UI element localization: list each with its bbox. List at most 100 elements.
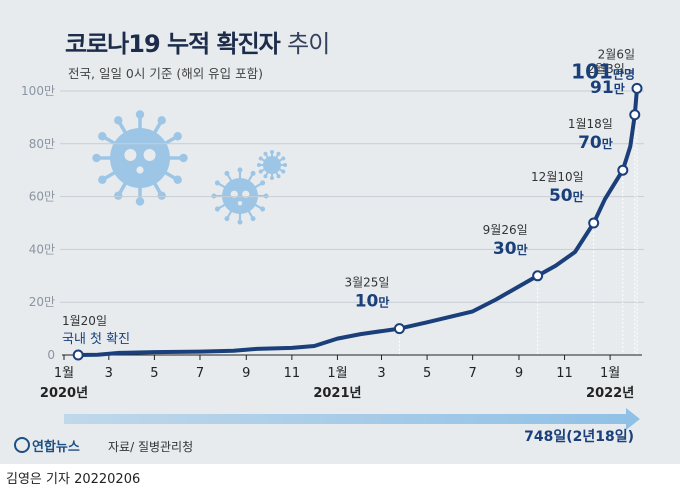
annotation-unit: 만 <box>517 242 528 257</box>
virus-spike-tip <box>157 116 166 125</box>
virus-spike-tip <box>214 180 220 186</box>
virus-spike-tip <box>258 156 263 161</box>
virus-large-icon <box>92 110 188 206</box>
annotation-number: 10 <box>355 292 379 312</box>
y-axis: 0 20만 40만 60만 80만 100만 <box>21 84 55 362</box>
virus-spike-tip <box>270 149 274 154</box>
data-point-marker <box>617 164 629 176</box>
virus-body <box>222 178 258 214</box>
virus-spike-tip <box>173 175 182 184</box>
virus-spike-tip <box>250 170 256 176</box>
virus-small-icon <box>256 149 288 181</box>
series-line <box>76 86 639 357</box>
virus-spike-tip <box>281 156 286 161</box>
annotation-number: 91 <box>590 78 614 98</box>
virus-spike-tip <box>237 219 243 225</box>
annotation-number: 30 <box>493 239 517 259</box>
virus-spike-tip <box>281 169 286 174</box>
virus-spike-tip <box>263 193 269 199</box>
virus-eye <box>124 149 137 161</box>
y-tick-label: 0 <box>47 348 55 362</box>
y-tick-label: 100만 <box>21 84 55 98</box>
grid-lines <box>60 88 644 355</box>
line-chart: 0 20만 40만 60만 80만 100만 1월 3 5 7 9 11 1월 3 5 7 9 11 1월 2020… <box>21 47 644 445</box>
annotation-number: 70 <box>578 133 602 153</box>
data-point-marker <box>532 270 544 282</box>
virus-spike-tip <box>260 180 266 186</box>
virus-eye <box>230 190 238 198</box>
x-tick-label: 5 <box>423 366 431 381</box>
annotation-value: 91만 <box>590 78 625 98</box>
virus-spike-tip <box>98 132 107 141</box>
title-suffix: 추이 <box>287 30 330 58</box>
x-tick-label: 11 <box>556 366 573 381</box>
annotation-value: 30만 <box>493 239 528 259</box>
annotation-unit: 만 <box>378 295 389 310</box>
annotation-date: 12월10일 <box>531 170 584 184</box>
data-point-marker <box>72 349 84 361</box>
x-tick-label: 3 <box>377 366 385 381</box>
annotation-date: 9월26일 <box>483 223 528 237</box>
annotation-unit: 만 <box>573 189 584 204</box>
x-tick-label: 3 <box>105 366 113 381</box>
y-tick-label: 80만 <box>29 137 55 151</box>
annotation-date: 2월6일 <box>598 47 635 61</box>
data-point-marker <box>588 217 600 229</box>
y-tick-label: 20만 <box>29 295 55 309</box>
virus-spike-tip <box>260 206 266 212</box>
x-tick-label: 1월 <box>327 366 347 381</box>
virus-spike-tip <box>135 110 145 119</box>
virus-body <box>110 128 170 188</box>
x-year-label: 2022년 <box>586 386 634 401</box>
annotation-value: 50만 <box>549 186 584 206</box>
chart-panel <box>0 0 680 464</box>
title-main: 코로나19 누적 확진자 <box>65 30 281 58</box>
virus-spike-tip <box>263 174 268 179</box>
virus-mouth <box>237 201 243 206</box>
page-subtitle: 전국, 일일 0시 기준 (해외 유입 포함) <box>68 66 264 81</box>
virus-spike-tip <box>114 116 123 125</box>
virus-spike-tip <box>276 151 281 156</box>
virus-spike-tip <box>135 197 145 206</box>
data-point-marker <box>629 109 641 121</box>
x-tick-label: 7 <box>196 366 204 381</box>
series-area <box>76 86 639 357</box>
virus-spike-tip <box>114 191 123 200</box>
annotation-unit: 만 <box>614 81 625 96</box>
virus-spike-tip <box>263 151 268 156</box>
duration-label: 748일(2년18일) <box>524 429 634 445</box>
annotation-value: 101만명 <box>571 59 635 83</box>
arrow-shape <box>64 408 640 430</box>
virus-spike-tip <box>258 169 263 174</box>
virus-spike-tip <box>98 175 107 184</box>
x-axis: 1월 3 5 7 9 11 1월 3 5 7 9 11 1월 2020년 2021년 2022년 <box>40 354 642 401</box>
annotation-date: 3월25일 <box>344 276 389 290</box>
x-tick-label: 1월 <box>54 366 74 381</box>
annotation-date: 1월20일 <box>62 314 107 328</box>
x-tick-label: 7 <box>469 366 477 381</box>
annotation-value: 70만 <box>578 133 613 153</box>
virus-spike-tip <box>283 163 288 167</box>
virus-eye <box>242 190 250 198</box>
y-tick-label: 60만 <box>29 190 55 204</box>
annotation-unit: 만 <box>602 136 613 151</box>
virus-spike-tip <box>179 153 188 163</box>
brand-logo: 연합뉴스 <box>14 436 80 455</box>
annotation-number: 50 <box>549 186 573 206</box>
annotation-unit: 만명 <box>613 66 635 81</box>
virus-spike-tip <box>224 216 230 222</box>
virus-spike-tip <box>211 193 217 199</box>
annotation-number: 101 <box>571 59 613 83</box>
virus-body <box>263 156 281 174</box>
data-point-marker <box>631 82 643 94</box>
logo-icon <box>14 437 30 453</box>
x-tick-label: 1월 <box>600 366 620 381</box>
virus-spike-tip <box>250 216 256 222</box>
virus-spike-tip <box>270 176 274 181</box>
annotation-text: 국내 첫 확진 <box>62 332 130 347</box>
virus-spike-tip <box>157 191 166 200</box>
x-year-label: 2020년 <box>40 386 88 401</box>
virus-spike-tip <box>173 132 182 141</box>
